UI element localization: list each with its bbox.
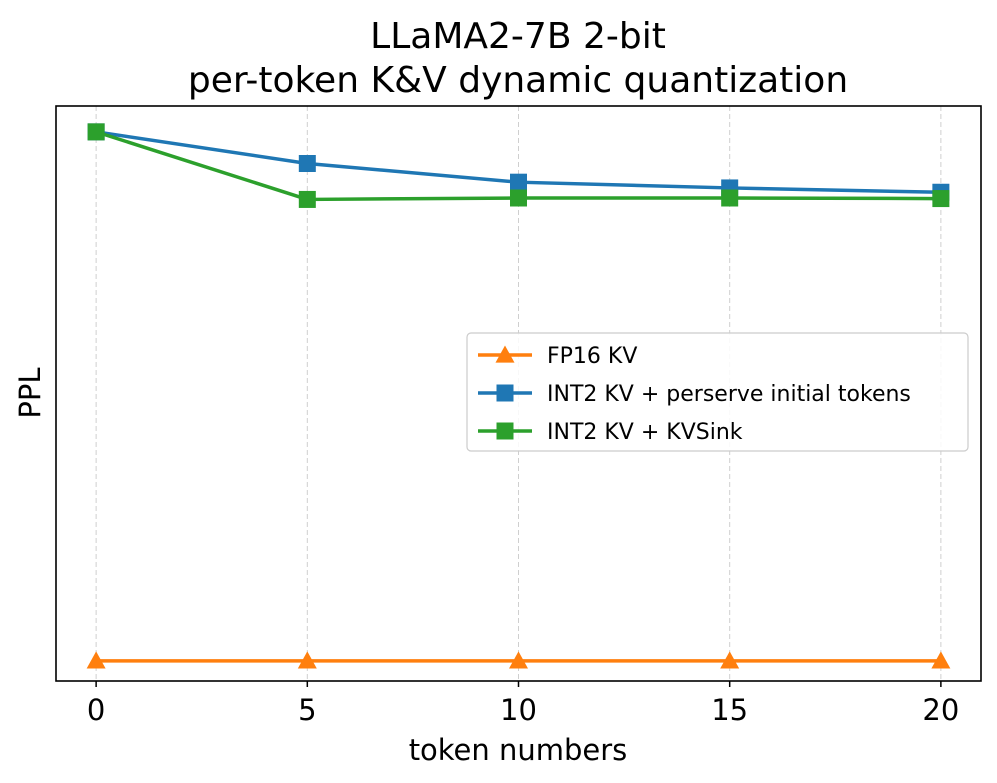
y-axis-label: PPL [13, 367, 47, 418]
legend-label-1: INT2 KV + perserve initial tokens [547, 382, 911, 407]
chart-title-line2: per-token K&V dynamic quantization [188, 60, 848, 101]
legend-marker-1 [496, 384, 514, 402]
series-1-point-2 [510, 173, 527, 191]
chart-title-line1: LLaMA2-7B 2-bit [370, 16, 666, 57]
x-tick-label-1: 5 [298, 693, 316, 727]
series-0 [86, 651, 951, 669]
legend-box [466, 332, 969, 452]
legend-marker-2 [496, 422, 514, 440]
x-tick-label-0: 0 [87, 693, 105, 727]
series-2-point-3 [721, 189, 739, 207]
series-2-point-4 [932, 190, 950, 208]
series-0-point-0 [86, 651, 106, 669]
series-2-point-2 [510, 189, 527, 207]
legend-label-0: FP16 KV [547, 344, 637, 369]
series-0-point-3 [720, 651, 740, 669]
series-0-point-4 [931, 651, 951, 669]
series-group [86, 123, 951, 669]
x-ticks: 0 5 10 15 20 [87, 681, 959, 727]
x-tick-label-4: 20 [922, 693, 959, 727]
legend-marker-0 [495, 345, 515, 363]
x-tick-label-3: 15 [711, 693, 748, 727]
legend: FP16 KV INT2 KV + perserve initial tokens… [466, 332, 969, 452]
x-axis-label: token numbers [409, 733, 628, 767]
series-0-point-2 [509, 651, 528, 669]
series-2-point-0 [87, 123, 105, 141]
series-2-point-1 [298, 190, 316, 208]
series-2 [87, 123, 950, 208]
x-tick-label-2: 10 [500, 693, 537, 727]
series-1-point-1 [298, 155, 316, 172]
series-0-point-1 [297, 651, 317, 669]
legend-label-2: INT2 KV + KVSink [547, 420, 743, 445]
